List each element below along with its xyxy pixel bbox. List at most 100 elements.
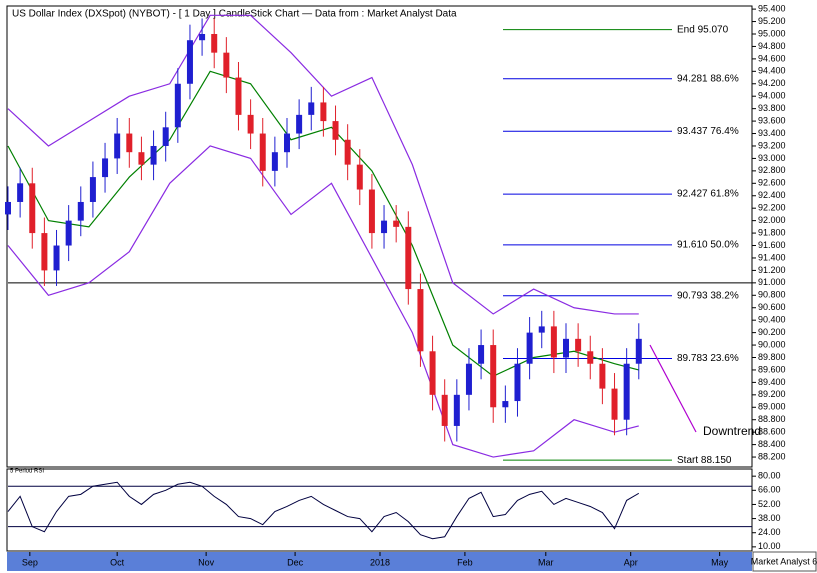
footer: Market Analyst 6 bbox=[751, 556, 817, 566]
candle-body bbox=[53, 245, 60, 271]
candle-body bbox=[259, 133, 266, 171]
candle-body bbox=[186, 40, 193, 84]
y-tick-label: 90.400 bbox=[758, 315, 786, 325]
x-tick-label: Dec bbox=[287, 557, 304, 567]
y-tick-label: 89.600 bbox=[758, 364, 786, 374]
candle-body bbox=[41, 233, 48, 271]
candle-body bbox=[575, 338, 582, 352]
x-tick-label: Sep bbox=[22, 557, 38, 567]
candle-body bbox=[89, 177, 96, 202]
candle-body bbox=[150, 145, 157, 165]
candle-body bbox=[611, 388, 618, 420]
y-tick-label: 91.800 bbox=[758, 227, 786, 237]
candle-body bbox=[17, 183, 24, 202]
candle-body bbox=[502, 401, 509, 408]
candle-body bbox=[102, 158, 109, 178]
y-tick-label: 93.800 bbox=[758, 103, 786, 113]
indicator-line bbox=[7, 145, 639, 458]
y-tick-label: 91.200 bbox=[758, 265, 786, 275]
candle-body bbox=[563, 338, 569, 358]
candle-body bbox=[587, 351, 594, 364]
footer-box bbox=[752, 551, 817, 572]
candle-body bbox=[126, 133, 133, 153]
fib-label: 92.427 61.8% bbox=[677, 189, 739, 200]
indicator-line bbox=[7, 70, 639, 377]
candle-body bbox=[114, 133, 121, 159]
candle-body bbox=[162, 127, 169, 146]
candle-body bbox=[550, 326, 557, 358]
rsi-panel bbox=[6, 468, 753, 552]
annotation: Downtrend bbox=[703, 424, 761, 438]
rsi-title: 5 Period RSI bbox=[10, 469, 44, 475]
candle-body bbox=[356, 164, 363, 190]
y-tick-label: 80.00 bbox=[758, 471, 781, 481]
y-tick-label: 89.000 bbox=[758, 402, 786, 412]
candle-body bbox=[284, 133, 290, 153]
candle-body bbox=[223, 52, 230, 78]
candle-body bbox=[393, 220, 400, 227]
rsi-line bbox=[7, 481, 640, 540]
y-tick-label: 90.600 bbox=[758, 302, 786, 312]
candle-body bbox=[635, 338, 642, 364]
y-tick-label: 92.600 bbox=[758, 178, 786, 188]
candle-body bbox=[29, 183, 36, 234]
y-tick-label: 91.600 bbox=[758, 240, 786, 250]
y-tick-label: 52.00 bbox=[758, 499, 781, 509]
y-tick-label: 90.200 bbox=[758, 327, 786, 337]
y-tick-label: 95.000 bbox=[758, 28, 786, 38]
y-tick-label: 91.000 bbox=[758, 277, 786, 287]
candle-body bbox=[174, 83, 181, 128]
candle-body bbox=[271, 152, 278, 171]
candle-body bbox=[526, 332, 533, 364]
y-tick-label: 90.800 bbox=[758, 290, 786, 300]
candle-body bbox=[320, 102, 327, 122]
chart-title: US Dollar Index (DXSpot) (NYBOT) - [ 1 D… bbox=[12, 9, 457, 20]
y-tick-label: 88.800 bbox=[758, 414, 786, 424]
y-tick-label: 92.800 bbox=[758, 165, 786, 175]
y-tick-label: 66.00 bbox=[758, 485, 781, 495]
y-tick-label: 93.400 bbox=[758, 128, 786, 138]
y-tick-label: 94.000 bbox=[758, 91, 786, 101]
y-tick-label: 89.200 bbox=[758, 389, 786, 399]
candle-body bbox=[478, 345, 485, 364]
y-tick-label: 90.000 bbox=[758, 339, 786, 349]
candle-body bbox=[332, 121, 339, 140]
candle-body bbox=[138, 152, 145, 165]
x-tick-label: Mar bbox=[538, 557, 554, 567]
candle-body bbox=[308, 102, 315, 115]
y-tick-label: 94.600 bbox=[758, 53, 786, 63]
candle-body bbox=[381, 220, 388, 234]
y-tick-label: 92.400 bbox=[758, 190, 786, 200]
indicator-line bbox=[7, 14, 639, 315]
candle-body bbox=[623, 363, 630, 420]
candle-body bbox=[5, 201, 11, 215]
x-tick-label: Nov bbox=[198, 557, 215, 567]
candle-body bbox=[599, 363, 606, 389]
candle-body bbox=[77, 201, 84, 221]
y-tick-label: 94.800 bbox=[758, 41, 786, 51]
time-axis bbox=[7, 552, 752, 571]
candle-body bbox=[538, 326, 545, 333]
candle-body bbox=[199, 33, 206, 41]
y-tick-label: 38.00 bbox=[758, 513, 781, 523]
y-tick-label: 95.200 bbox=[758, 16, 786, 26]
fib-label: 89.783 23.6% bbox=[677, 353, 739, 364]
candle-body bbox=[296, 114, 303, 134]
candle-body bbox=[429, 351, 436, 395]
x-tick-label: 2018 bbox=[370, 557, 390, 567]
y-tick-label: 88.600 bbox=[758, 427, 786, 437]
candle-body bbox=[465, 363, 472, 395]
candle-body bbox=[235, 77, 242, 115]
y-tick-label: 89.400 bbox=[758, 377, 786, 387]
y-tick-label: 91.400 bbox=[758, 252, 786, 262]
candle-body bbox=[453, 394, 460, 426]
candle-body bbox=[211, 33, 218, 53]
fib-label: 91.610 50.0% bbox=[677, 240, 739, 251]
fib-label: 90.793 38.2% bbox=[677, 290, 739, 301]
fib-label: End 95.070 bbox=[677, 24, 729, 35]
fib-label: Start 88.150 bbox=[677, 455, 732, 466]
candle-body bbox=[441, 394, 448, 426]
candle-body bbox=[514, 363, 521, 402]
y-tick-label: 24.00 bbox=[758, 527, 781, 537]
